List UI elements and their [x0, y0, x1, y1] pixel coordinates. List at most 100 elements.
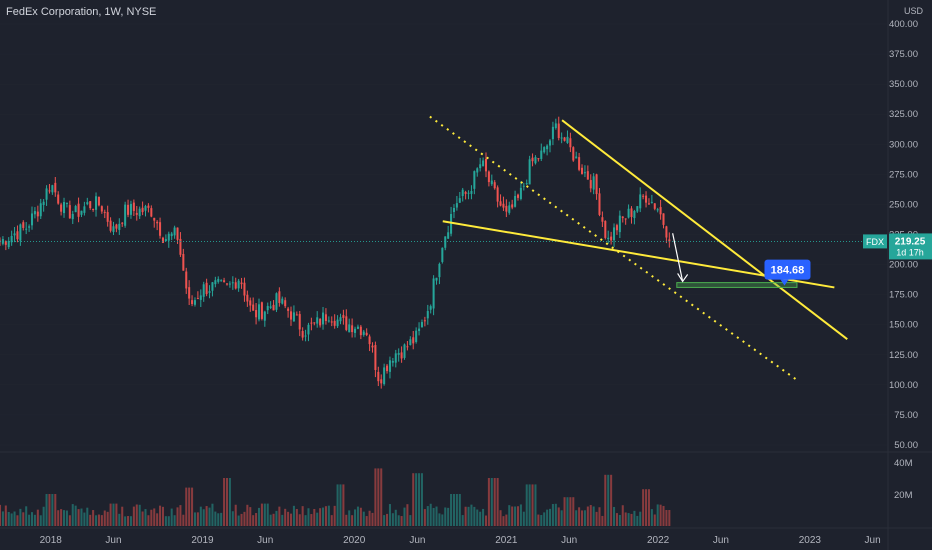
candle-body	[374, 345, 377, 371]
candle-body	[397, 353, 400, 355]
candle-body	[205, 282, 208, 295]
volume-bar	[36, 509, 39, 526]
candle-body	[333, 320, 336, 326]
volume-bar	[546, 509, 549, 526]
candle-body	[656, 209, 659, 211]
candle-body	[322, 312, 325, 325]
candle-body	[522, 185, 525, 187]
volume-bar	[516, 506, 520, 526]
volume-bar	[179, 505, 182, 526]
candle-body	[92, 208, 95, 210]
candle-body	[383, 367, 386, 385]
candle-body	[444, 236, 447, 248]
candle-body	[668, 239, 671, 242]
candle-body	[188, 287, 191, 299]
time-tick-label: Jun	[105, 535, 121, 546]
time-tick-label: Jun	[409, 535, 425, 546]
candle-body	[249, 300, 252, 306]
candle-body	[447, 232, 450, 239]
volume-bar	[624, 512, 627, 526]
candle-body	[266, 305, 269, 311]
candle-body	[193, 300, 196, 305]
candle-body	[176, 227, 179, 240]
target-zone	[676, 282, 798, 288]
volume-bar	[386, 513, 389, 526]
candle-body	[39, 203, 42, 217]
volume-bar	[324, 506, 327, 526]
volume-bar	[193, 512, 196, 526]
candle-body	[461, 189, 464, 197]
volume-bar	[188, 487, 191, 526]
candle-body	[511, 204, 514, 208]
volume-bar	[365, 516, 368, 526]
candle-body	[354, 328, 357, 333]
price-tick-label: 150.00	[889, 320, 918, 331]
time-tick-label: Jun	[713, 535, 729, 546]
volume-bar	[150, 509, 153, 526]
candle-body	[86, 202, 89, 205]
target-label-pointer	[780, 279, 789, 286]
candle-body	[432, 278, 435, 309]
candle-body	[150, 208, 153, 217]
volume-bar	[132, 506, 135, 526]
volume-bar	[214, 511, 217, 526]
candle-body	[54, 182, 57, 193]
volume-bar	[112, 503, 115, 526]
candle-body	[490, 180, 493, 185]
volume-bar	[257, 507, 261, 526]
candle-body	[650, 201, 653, 203]
candle-body	[356, 326, 359, 329]
candle-body	[240, 282, 243, 285]
volume-bar	[42, 506, 45, 526]
volume-bar	[202, 509, 205, 526]
volume-bar	[572, 497, 575, 526]
candle-body	[359, 326, 362, 336]
candle-body	[25, 228, 28, 230]
volume-bar	[470, 504, 473, 526]
candle-body	[476, 168, 479, 173]
volume-bar	[537, 514, 540, 526]
candle-body	[653, 203, 656, 209]
volume-bar	[228, 478, 231, 526]
candle-body	[420, 322, 423, 328]
candle-body	[22, 222, 25, 228]
candle-body	[304, 335, 307, 337]
target-price-label	[764, 259, 811, 280]
volume-bar	[359, 507, 362, 526]
candle-body	[132, 202, 135, 211]
volume-bar	[173, 515, 176, 526]
volume-bar	[16, 515, 19, 526]
candle-body	[406, 346, 409, 348]
time-tick-label: 2019	[191, 535, 214, 546]
candle-body	[179, 238, 182, 255]
volume-bar	[118, 513, 121, 526]
candle-body	[418, 328, 421, 332]
candle-body	[377, 371, 380, 382]
volume-bar	[240, 513, 243, 526]
annotations: 184.68	[0, 115, 888, 381]
candle-body	[217, 278, 220, 282]
candle-body	[566, 136, 569, 143]
candle-body	[601, 217, 604, 222]
volume-bar	[80, 508, 83, 526]
volume-bar	[39, 515, 42, 526]
volume-bar	[409, 515, 412, 526]
candle-body	[607, 237, 610, 240]
candle-body	[450, 213, 453, 234]
candle-body	[534, 157, 537, 164]
volume-bar	[30, 512, 34, 526]
volume-bar	[452, 494, 455, 526]
volume-bar	[19, 508, 22, 526]
volume-bar	[161, 506, 164, 526]
time-tick-label: 2023	[799, 535, 822, 546]
candle-body	[595, 174, 598, 195]
volume-bar	[415, 473, 418, 526]
candle-body	[19, 224, 22, 241]
volume-bar	[25, 506, 28, 526]
volume-bar	[484, 515, 488, 526]
volume-bar	[153, 508, 156, 526]
candle-body	[630, 208, 633, 218]
candle-body	[505, 205, 508, 212]
volume-bar	[420, 473, 423, 526]
